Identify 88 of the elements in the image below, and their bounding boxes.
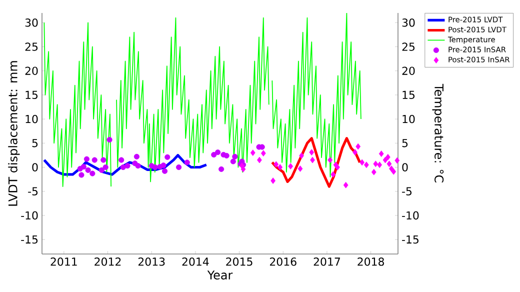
x-axis-title: Year	[207, 270, 233, 280]
y-tick-label: -5	[28, 187, 38, 196]
point	[134, 154, 140, 160]
point	[373, 160, 378, 168]
point	[100, 157, 106, 163]
point	[218, 166, 224, 172]
point	[215, 150, 221, 156]
x-tick-label: 2017	[314, 258, 340, 266]
point	[240, 166, 246, 172]
y-tick-label: 0	[32, 163, 38, 172]
point	[162, 168, 168, 174]
point	[299, 152, 304, 159]
point	[270, 178, 276, 184]
point	[84, 156, 90, 162]
point	[378, 150, 384, 157]
point	[90, 170, 96, 176]
point	[335, 164, 340, 170]
point	[135, 163, 141, 169]
point	[257, 156, 262, 164]
point	[385, 154, 390, 160]
point	[102, 164, 108, 170]
point	[120, 164, 126, 170]
point	[356, 143, 361, 150]
point	[85, 167, 91, 173]
y-tick-label: 5	[32, 139, 38, 148]
point	[377, 162, 382, 168]
y2-tick-label: 25	[402, 42, 415, 51]
point	[371, 168, 376, 176]
y-tick-label: 15	[26, 90, 38, 100]
point	[152, 164, 158, 170]
point	[160, 162, 166, 168]
y2-tick-label: 5	[402, 139, 408, 148]
point	[382, 156, 388, 164]
x-tick-label: 2011	[50, 258, 77, 266]
point	[330, 171, 336, 178]
x-tick-label: 2015	[226, 258, 252, 266]
point	[124, 163, 130, 169]
y2-axis-title: Temperature: °C	[432, 84, 444, 182]
y-tick-label: 10	[26, 114, 38, 124]
point	[80, 164, 86, 170]
y2-tick-label: -15	[402, 235, 418, 244]
point	[288, 163, 294, 170]
point	[274, 161, 279, 168]
point	[352, 149, 358, 156]
point	[224, 152, 230, 158]
point	[176, 164, 182, 170]
x-tick-label: 2016	[270, 258, 296, 266]
y-tick-label: 20	[25, 66, 38, 75]
point	[118, 157, 124, 163]
x-tick-label: 2014	[182, 258, 209, 266]
y2-tick-label: 0	[402, 163, 408, 172]
point	[309, 149, 314, 156]
x-tick-label: 2012	[94, 258, 121, 266]
point	[211, 152, 217, 158]
y2-tick-label: 30	[402, 18, 415, 27]
y-tick-label: 25	[25, 42, 38, 51]
point	[164, 154, 170, 160]
point	[386, 160, 392, 168]
point	[310, 156, 315, 164]
point	[232, 154, 238, 160]
y2-tick-label: 10	[402, 114, 415, 124]
point	[260, 150, 266, 156]
point	[106, 136, 112, 143]
point	[343, 182, 348, 188]
point	[92, 157, 98, 163]
point	[78, 172, 84, 178]
x-tick-label: 2018	[358, 258, 384, 266]
point	[328, 156, 332, 164]
point	[184, 160, 190, 166]
point	[230, 158, 236, 164]
point	[98, 167, 104, 173]
point	[250, 150, 256, 156]
y2-tick-label: 15	[402, 90, 415, 100]
point	[388, 166, 394, 172]
y2-tick-label: -5	[402, 187, 412, 196]
point	[364, 162, 369, 168]
x-tick-label: 2013	[138, 258, 165, 266]
point	[298, 166, 303, 172]
y2-tick-label: -10	[402, 211, 419, 220]
point	[391, 168, 396, 175]
point	[278, 164, 283, 170]
y-axis-title: LVDT displacement: mm	[8, 61, 20, 206]
y-tick-label: 30	[25, 18, 38, 27]
y2-tick-label: 20	[402, 66, 415, 75]
point	[360, 159, 364, 166]
y-tick-label: -10	[21, 211, 38, 220]
point	[394, 157, 400, 164]
y-tick-label: -15	[21, 235, 38, 244]
